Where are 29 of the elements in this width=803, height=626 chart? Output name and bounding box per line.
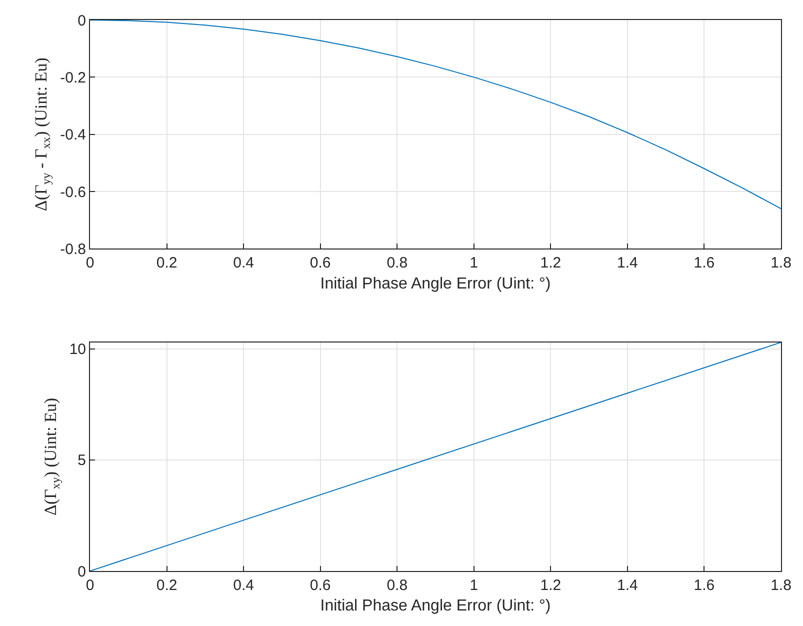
x-tick-label: 0.4 — [233, 254, 254, 272]
x-tick-label: 1.4 — [617, 254, 638, 272]
y-tick-label: -0.8 — [60, 240, 86, 258]
x-axis-title: Initial Phase Angle Error (Uint: °) — [320, 598, 551, 615]
x-tick-label: 1.6 — [694, 254, 715, 272]
x-tick-label: 1.2 — [540, 577, 562, 594]
x-tick-label: 0.8 — [386, 577, 408, 594]
x-axis-title: Initial Phase Angle Error (Uint: °) — [320, 275, 551, 292]
x-tick-label: 1 — [470, 254, 478, 272]
x-tick-label: 0.6 — [310, 577, 331, 594]
y-tick-label: 10 — [69, 341, 86, 358]
y-tick-label: -0.4 — [60, 126, 86, 144]
x-tick-label: 1.8 — [770, 254, 792, 272]
x-tick-label: 1.6 — [694, 577, 715, 594]
x-tick-label: 0.2 — [156, 577, 178, 594]
x-tick-label: 0.8 — [386, 254, 408, 272]
y-tick-label: 5 — [78, 452, 86, 470]
x-tick-label: 0.4 — [233, 577, 254, 594]
x-tick-label: 1 — [470, 577, 478, 594]
y-tick-label: -0.6 — [60, 184, 86, 201]
y-tick-label: 0 — [78, 563, 86, 580]
y-tick-label: -0.2 — [60, 69, 86, 86]
x-tick-label: 1.8 — [770, 577, 792, 594]
x-tick-label: 1.2 — [540, 254, 562, 272]
x-tick-label: 0.2 — [156, 254, 178, 272]
line-series — [90, 20, 781, 210]
x-tick-label: 1.4 — [617, 577, 638, 594]
y-tick-label: 0 — [78, 12, 86, 30]
x-tick-label: 0.6 — [310, 254, 331, 272]
